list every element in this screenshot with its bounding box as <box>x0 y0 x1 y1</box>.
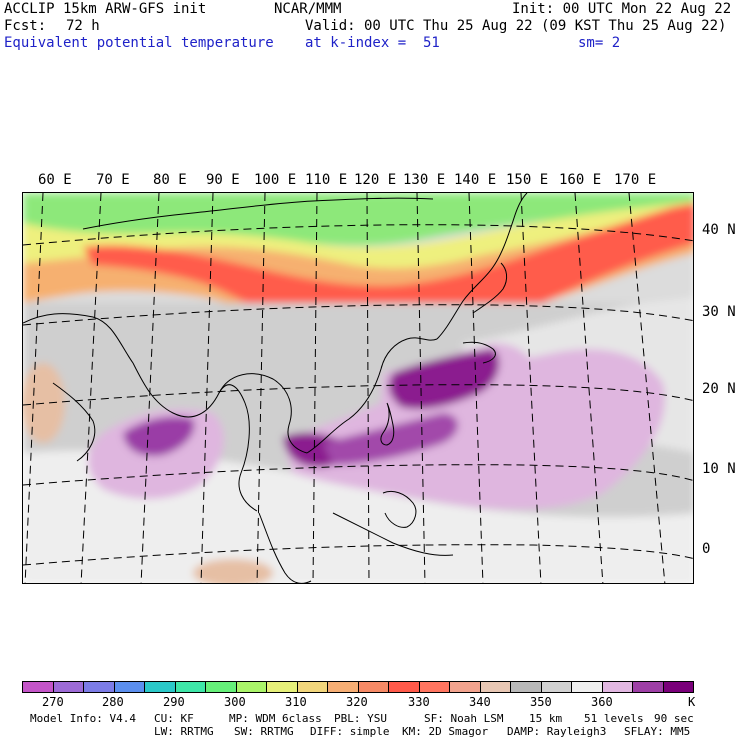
model-title: ACCLIP 15km ARW-GFS init <box>4 1 207 17</box>
forecast-hour: 72 h <box>66 18 100 34</box>
purple-core-bay <box>123 416 195 457</box>
colorbar-swatch-14 <box>450 682 481 692</box>
colorbar-swatch-10 <box>328 682 359 692</box>
colorbar-swatch-13 <box>419 682 450 692</box>
init-time: Init: 00 UTC Mon 22 Aug 22 <box>512 1 732 17</box>
colorbar-label-280: 280 <box>102 695 124 709</box>
colorbar-label-330: 330 <box>408 695 430 709</box>
lon-label-80e: 80 E <box>153 172 187 188</box>
colorbar-swatch-12 <box>389 682 420 692</box>
map-panel <box>22 192 694 584</box>
cold-band <box>23 193 693 246</box>
footer-sf: SF: Noah LSM <box>424 712 504 725</box>
colorbar-label-320: 320 <box>346 695 368 709</box>
graticule <box>23 193 693 583</box>
level-label: at k-index = 51 <box>305 35 440 51</box>
colorbar-swatch-11 <box>358 682 389 692</box>
colorbar-swatch-18 <box>572 682 603 692</box>
footer-sflay: SFLAY: MM5 <box>624 725 691 738</box>
footer-timestep: 90 sec <box>654 712 694 725</box>
colorbar-swatch-8 <box>267 682 298 692</box>
purple-core-pacific-north <box>388 349 500 410</box>
lat-label-equator: 0 <box>702 541 711 557</box>
colorbar-label-310: 310 <box>285 695 307 709</box>
footer-lw: LW: RRTMG <box>154 725 214 738</box>
tan-australia <box>193 559 273 583</box>
lat-label-10n: 10 N <box>702 461 736 477</box>
valid-time: Valid: 00 UTC Thu 25 Aug 22 (09 KST Thu … <box>305 18 727 34</box>
lat-label-40n: 40 N <box>702 222 736 238</box>
colorbar-swatch-2 <box>84 682 115 692</box>
lon-label-110e: 110 E <box>305 172 348 188</box>
lon-label-140e: 140 E <box>454 172 497 188</box>
lon-label-90e: 90 E <box>206 172 240 188</box>
colorbar-swatch-9 <box>297 682 328 692</box>
footer-mp: MP: WDM 6class <box>229 712 322 725</box>
colorbar-label-290: 290 <box>163 695 185 709</box>
colorbar-swatch-3 <box>114 682 145 692</box>
colorbar <box>22 681 694 693</box>
field-name: Equivalent potential temperature <box>4 35 274 51</box>
lat-label-30n: 30 N <box>702 304 736 320</box>
footer-resolution: 15 km <box>529 712 563 725</box>
lon-label-100e: 100 E <box>254 172 297 188</box>
forecast-label: Fcst: <box>4 18 47 34</box>
footer-diff: DIFF: simple <box>310 725 390 738</box>
colorbar-label-270: 270 <box>42 695 64 709</box>
colorbar-swatch-7 <box>236 682 267 692</box>
colorbar-swatch-20 <box>633 682 664 692</box>
lon-label-150e: 150 E <box>506 172 549 188</box>
lon-label-170e: 170 E <box>614 172 657 188</box>
lat-label-20n: 20 N <box>702 381 736 397</box>
theta-e-field <box>23 193 693 583</box>
colorbar-label-360: 360 <box>591 695 613 709</box>
footer-damp: DAMP: Rayleigh3 <box>507 725 607 738</box>
lon-label-60e: 60 E <box>38 172 72 188</box>
lon-label-160e: 160 E <box>559 172 602 188</box>
purple-band-tropics <box>323 413 458 465</box>
smoothing-label: sm= 2 <box>578 35 621 51</box>
footer-pbl: PBL: YSU <box>334 712 387 725</box>
colorbar-swatch-6 <box>206 682 237 692</box>
footer-km: KM: 2D Smagor <box>402 725 489 738</box>
orange-band <box>23 207 693 346</box>
colorbar-swatch-15 <box>480 682 511 692</box>
colorbar-swatch-0 <box>23 682 54 692</box>
colorbar-swatch-21 <box>663 682 693 692</box>
footer-model-info: Model Info: V4.4 <box>30 712 136 725</box>
footer-sw: SW: RRTMG <box>234 725 294 738</box>
colorbar-swatch-19 <box>602 682 633 692</box>
colorbar-swatch-1 <box>53 682 84 692</box>
colorbar-swatch-4 <box>145 682 176 692</box>
lon-label-120e: 120 E <box>354 172 397 188</box>
colorbar-label-300: 300 <box>224 695 246 709</box>
lon-label-70e: 70 E <box>96 172 130 188</box>
organization-label: NCAR/MMM <box>274 1 342 17</box>
colorbar-swatch-17 <box>541 682 572 692</box>
colorbar-label-340: 340 <box>469 695 491 709</box>
colorbar-swatch-5 <box>175 682 206 692</box>
colorbar-unit: K <box>688 695 696 709</box>
colorbar-swatch-16 <box>511 682 542 692</box>
footer-cu: CU: KF <box>154 712 194 725</box>
lon-label-130e: 130 E <box>403 172 446 188</box>
footer-levels: 51 levels <box>584 712 644 725</box>
colorbar-label-350: 350 <box>530 695 552 709</box>
